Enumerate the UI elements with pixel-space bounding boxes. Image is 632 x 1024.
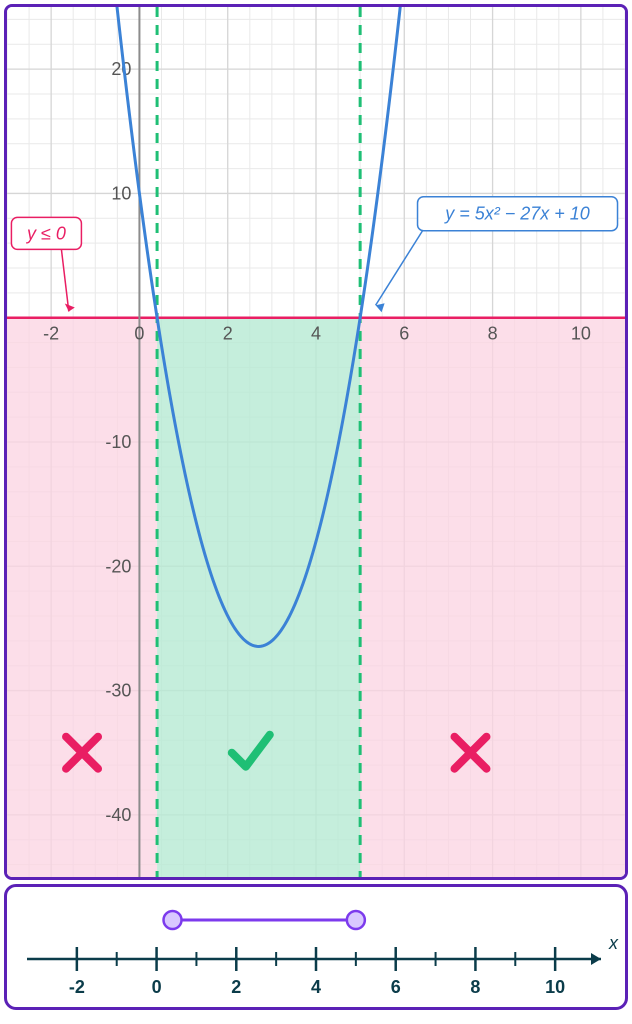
svg-text:0: 0	[134, 324, 144, 344]
svg-text:2: 2	[223, 324, 233, 344]
svg-text:10: 10	[571, 324, 591, 344]
numline-svg: x -2 0 2 4 6 8 10	[7, 887, 625, 1007]
svg-text:y = 5x² − 27x + 10: y = 5x² − 27x + 10	[443, 204, 590, 224]
svg-text:6: 6	[391, 977, 401, 997]
svg-text:0: 0	[152, 977, 162, 997]
svg-text:20: 20	[111, 59, 131, 79]
svg-text:-20: -20	[105, 556, 131, 576]
svg-text:4: 4	[311, 977, 321, 997]
svg-text:6: 6	[399, 324, 409, 344]
svg-text:-2: -2	[43, 324, 59, 344]
svg-text:-30: -30	[105, 681, 131, 701]
svg-text:y ≤ 0: y ≤ 0	[25, 223, 66, 243]
svg-text:10: 10	[545, 977, 565, 997]
number-line-panel: x -2 0 2 4 6 8 10	[4, 884, 628, 1010]
svg-text:x: x	[608, 933, 619, 953]
svg-text:-40: -40	[105, 805, 131, 825]
svg-text:8: 8	[488, 324, 498, 344]
svg-text:-2: -2	[69, 977, 85, 997]
svg-text:-10: -10	[105, 432, 131, 452]
svg-text:4: 4	[311, 324, 321, 344]
svg-text:8: 8	[470, 977, 480, 997]
main-chart-panel: -20246810-40-30-20-101020y ≤ 0y = 5x² − …	[4, 4, 628, 880]
svg-text:2: 2	[231, 977, 241, 997]
svg-text:10: 10	[111, 183, 131, 203]
chart-svg: -20246810-40-30-20-101020y ≤ 0y = 5x² − …	[7, 7, 625, 877]
